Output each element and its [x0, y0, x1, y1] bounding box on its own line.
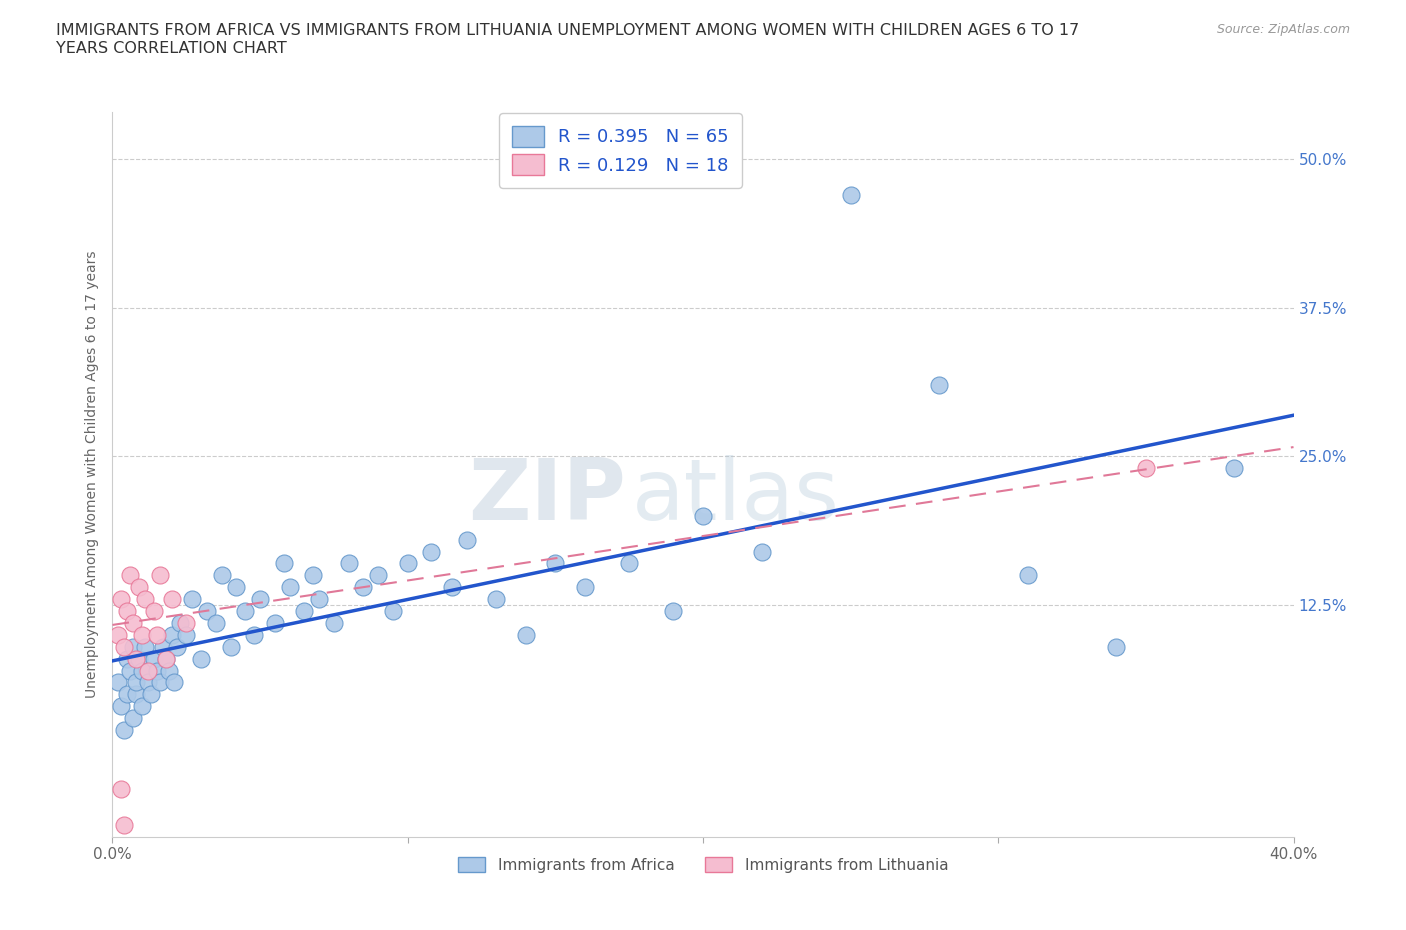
Point	[233, 604, 256, 618]
Point	[146, 663, 169, 678]
Point	[169, 616, 191, 631]
Point	[163, 675, 186, 690]
Point	[112, 723, 135, 737]
Point	[211, 568, 233, 583]
Point	[160, 628, 183, 643]
Point	[131, 628, 153, 643]
Point	[190, 651, 212, 666]
Point	[308, 591, 330, 606]
Point	[249, 591, 271, 606]
Point	[662, 604, 685, 618]
Point	[456, 532, 478, 547]
Point	[155, 651, 177, 666]
Point	[751, 544, 773, 559]
Point	[149, 568, 172, 583]
Point	[134, 639, 156, 654]
Point	[839, 188, 862, 203]
Point	[134, 591, 156, 606]
Point	[149, 675, 172, 690]
Point	[243, 628, 266, 643]
Point	[117, 687, 138, 702]
Point	[122, 639, 145, 654]
Point	[515, 628, 537, 643]
Point	[120, 663, 142, 678]
Point	[420, 544, 443, 559]
Point	[205, 616, 228, 631]
Point	[117, 604, 138, 618]
Point	[125, 687, 148, 702]
Point	[174, 616, 197, 631]
Text: ZIP: ZIP	[468, 455, 626, 538]
Point	[225, 579, 247, 594]
Point	[166, 639, 188, 654]
Point	[1223, 461, 1246, 476]
Point	[128, 579, 150, 594]
Point	[110, 782, 132, 797]
Point	[273, 556, 295, 571]
Point	[292, 604, 315, 618]
Y-axis label: Unemployment Among Women with Children Ages 6 to 17 years: Unemployment Among Women with Children A…	[84, 250, 98, 698]
Point	[302, 568, 325, 583]
Point	[155, 651, 177, 666]
Point	[125, 675, 148, 690]
Point	[110, 698, 132, 713]
Point	[125, 651, 148, 666]
Point	[131, 663, 153, 678]
Point	[107, 628, 129, 643]
Text: IMMIGRANTS FROM AFRICA VS IMMIGRANTS FROM LITHUANIA UNEMPLOYMENT AMONG WOMEN WIT: IMMIGRANTS FROM AFRICA VS IMMIGRANTS FRO…	[56, 23, 1080, 56]
Point	[352, 579, 374, 594]
Text: Source: ZipAtlas.com: Source: ZipAtlas.com	[1216, 23, 1350, 36]
Point	[195, 604, 218, 618]
Point	[264, 616, 287, 631]
Point	[1135, 461, 1157, 476]
Point	[112, 639, 135, 654]
Point	[1105, 639, 1128, 654]
Point	[122, 711, 145, 725]
Point	[128, 651, 150, 666]
Point	[174, 628, 197, 643]
Point	[219, 639, 242, 654]
Point	[136, 675, 159, 690]
Point	[323, 616, 346, 631]
Point	[382, 604, 405, 618]
Point	[441, 579, 464, 594]
Point	[337, 556, 360, 571]
Point	[181, 591, 204, 606]
Point	[367, 568, 389, 583]
Point	[146, 628, 169, 643]
Point	[117, 651, 138, 666]
Legend: Immigrants from Africa, Immigrants from Lithuania: Immigrants from Africa, Immigrants from …	[450, 849, 956, 880]
Point	[120, 568, 142, 583]
Point	[396, 556, 419, 571]
Point	[278, 579, 301, 594]
Point	[122, 616, 145, 631]
Point	[928, 378, 950, 392]
Point	[107, 675, 129, 690]
Text: atlas: atlas	[633, 455, 841, 538]
Point	[136, 663, 159, 678]
Point	[112, 817, 135, 832]
Point	[692, 509, 714, 524]
Point	[1017, 568, 1039, 583]
Point	[160, 591, 183, 606]
Point	[142, 604, 165, 618]
Point	[544, 556, 567, 571]
Point	[142, 651, 165, 666]
Point	[619, 556, 641, 571]
Point	[485, 591, 508, 606]
Point	[157, 663, 180, 678]
Point	[110, 591, 132, 606]
Point	[139, 687, 162, 702]
Point	[152, 639, 174, 654]
Point	[131, 698, 153, 713]
Point	[574, 579, 596, 594]
